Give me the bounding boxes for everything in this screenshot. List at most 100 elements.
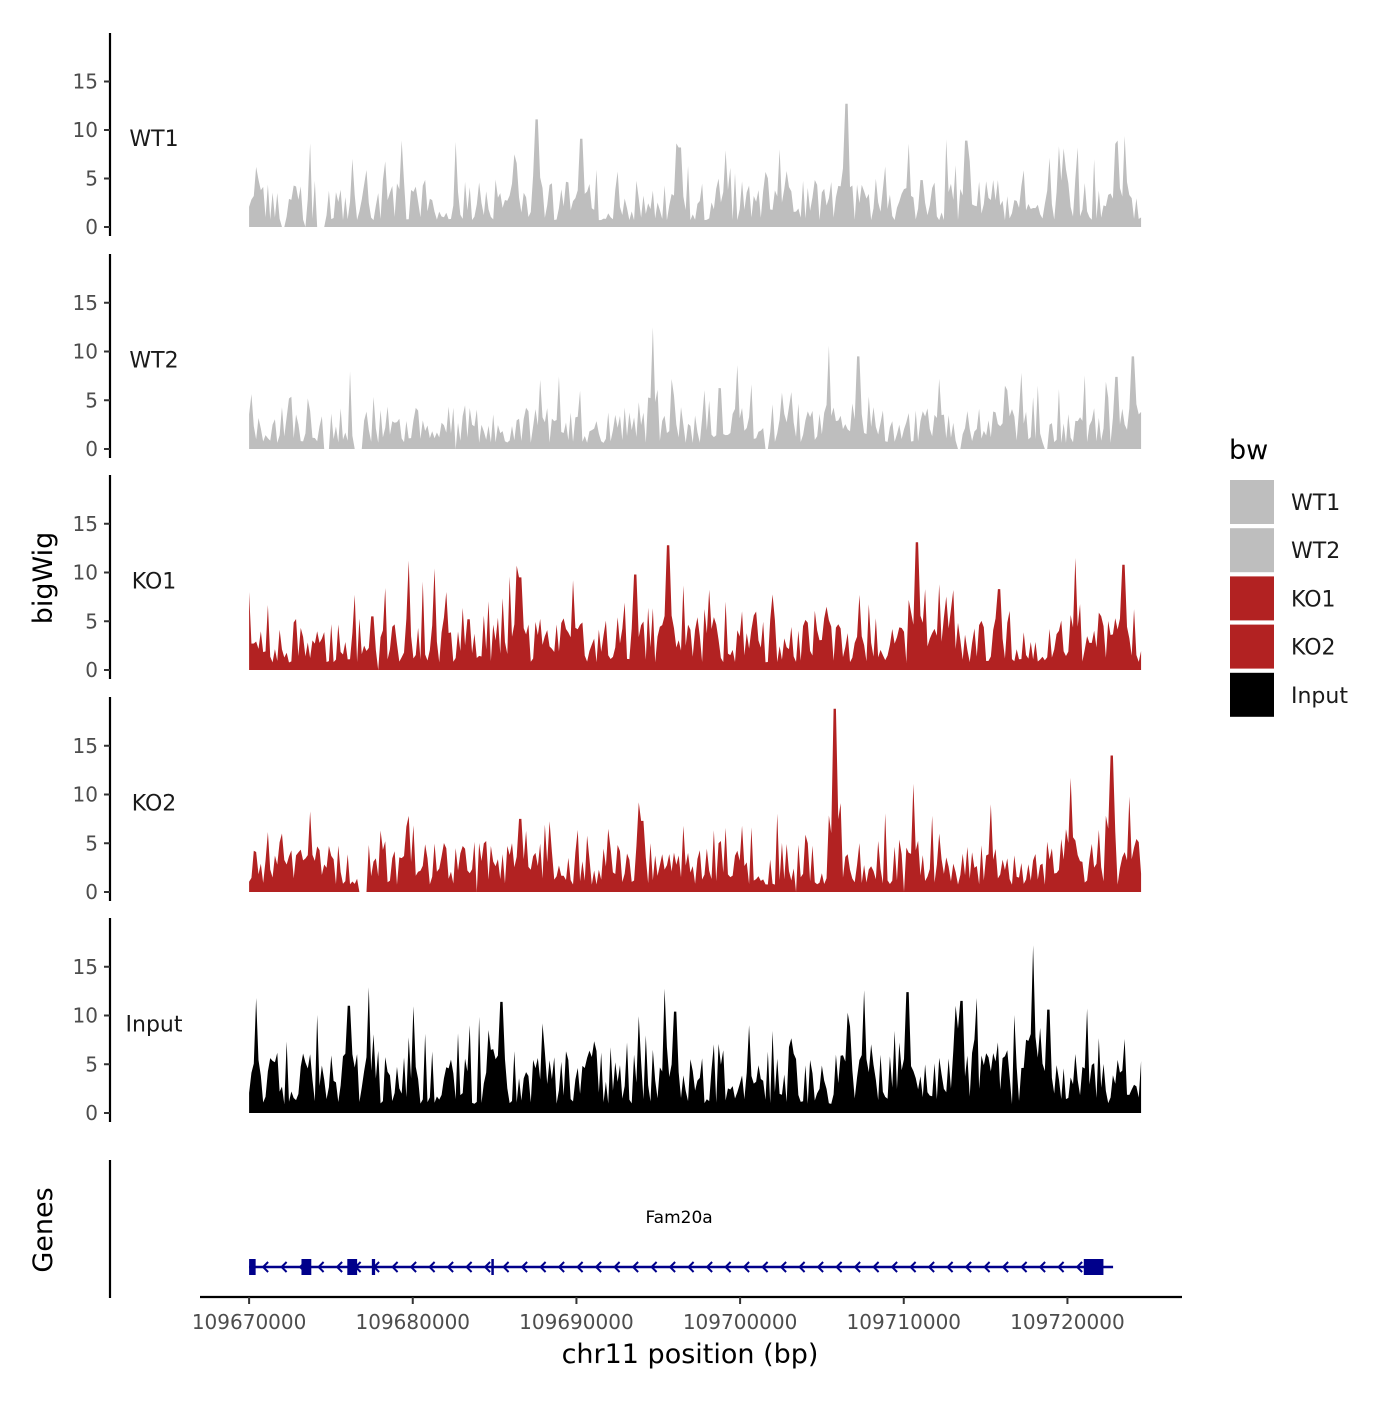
y-tick-label: 0 (85, 880, 98, 904)
legend-title: bw (1229, 435, 1268, 466)
strand-arrow (1038, 1261, 1046, 1273)
track-label: WT2 (129, 348, 178, 373)
strand-arrow (335, 1261, 343, 1273)
x-tick-label: 109710000 (847, 1310, 962, 1334)
y-tick-label: 10 (73, 118, 98, 142)
strand-arrow (724, 1261, 732, 1273)
y-tick-label: 15 (73, 291, 98, 315)
gene-exon (491, 1259, 494, 1275)
gene-exon (371, 1259, 376, 1275)
y-tick-label: 0 (85, 658, 98, 682)
strand-arrow (816, 1261, 824, 1273)
track-label: KO1 (132, 569, 177, 594)
strand-arrow (391, 1261, 399, 1273)
x-axis: 109670000 109680000 109690000 109700000 1097… (192, 1295, 1182, 1370)
y-axis-title: bigWig (28, 532, 59, 625)
strand-arrow (520, 1261, 528, 1273)
track-panels: 0 5 10 15 WT1 0 5 10 15 WT2 0 5 10 15 KO1 0 5 10 15 KO2 0 5 10… (73, 33, 1142, 1125)
strand-arrow (983, 1261, 991, 1273)
strand-arrow (779, 1261, 787, 1273)
strand-arrow (261, 1261, 269, 1273)
strand-arrow (853, 1261, 861, 1273)
x-tick-label: 109700000 (683, 1310, 798, 1334)
strand-arrow (483, 1261, 491, 1273)
y-tick-label: 10 (73, 561, 98, 585)
y-tick-label: 10 (73, 783, 98, 807)
legend-swatch (1230, 528, 1274, 573)
y-tick-label: 10 (73, 340, 98, 364)
y-tick-label: 5 (85, 388, 98, 412)
legend-label: Input (1291, 684, 1348, 709)
y-tick-label: 5 (85, 831, 98, 855)
legend-label: WT1 (1291, 491, 1340, 516)
y-tick-label: 5 (85, 609, 98, 633)
gene-exon (301, 1259, 312, 1275)
x-tick-label: 109720000 (1010, 1310, 1125, 1334)
strand-arrow (409, 1261, 417, 1273)
y-tick-label: 5 (85, 167, 98, 191)
signal-area-wt1 (249, 103, 1142, 227)
strand-arrow (613, 1261, 621, 1273)
legend: bw WT1 WT2 KO1 KO2 Input (1229, 435, 1348, 717)
strand-arrow (872, 1261, 880, 1273)
track-label: WT1 (129, 127, 178, 152)
legend-entry: KO1 (1230, 576, 1336, 621)
strand-arrow (428, 1261, 436, 1273)
legend-entry: WT1 (1230, 480, 1340, 524)
gene-name-label: Fam20a (645, 1208, 712, 1228)
legend-entry: KO2 (1230, 624, 1336, 669)
strand-arrow (502, 1261, 510, 1273)
legend-swatch (1230, 624, 1274, 669)
strand-arrow (890, 1261, 898, 1273)
strand-arrow (798, 1261, 806, 1273)
signal-area-ko1 (249, 542, 1142, 670)
strand-arrow (1075, 1261, 1083, 1273)
strand-arrow (668, 1261, 676, 1273)
strand-arrow (557, 1261, 565, 1273)
strand-arrow (964, 1261, 972, 1273)
strand-arrow (1020, 1261, 1028, 1273)
legend-entry: WT2 (1230, 528, 1340, 573)
strand-arrow (946, 1261, 954, 1273)
strand-arrow (594, 1261, 602, 1273)
y-tick-label: 15 (73, 512, 98, 536)
track-wt1: 0 5 10 15 WT1 (73, 33, 1142, 239)
strand-arrow (705, 1261, 713, 1273)
x-axis-ticks: 109670000 109680000 109690000 109700000 1097… (192, 1297, 1125, 1334)
y-tick-label: 15 (73, 734, 98, 758)
track-label: Input (126, 1012, 183, 1037)
track-ko1: 0 5 10 15 KO1 (73, 475, 1142, 682)
legend-swatch (1230, 576, 1274, 621)
strand-arrow (650, 1261, 658, 1273)
legend-swatch (1230, 480, 1274, 524)
x-tick-label: 109680000 (356, 1310, 471, 1334)
legend-entry: Input (1230, 672, 1348, 717)
genes-axis-title: Genes (28, 1187, 59, 1272)
gene-exon (1083, 1259, 1104, 1275)
strand-arrow (835, 1261, 843, 1273)
legend-label: KO1 (1291, 587, 1336, 612)
legend-label: WT2 (1291, 539, 1340, 564)
legend-swatch (1230, 672, 1274, 717)
strand-arrow (909, 1261, 917, 1273)
genes-panel: Genes Fam20a (28, 1160, 1114, 1298)
legend-entries: WT1 WT2 KO1 KO2 Input (1230, 480, 1348, 717)
strand-arrow (1057, 1261, 1065, 1273)
x-axis-title: chr11 position (bp) (562, 1339, 819, 1370)
signal-area-wt2 (249, 327, 1142, 449)
y-tick-label: 5 (85, 1052, 98, 1076)
signal-area-ko2 (249, 708, 1142, 892)
track-input: 0 5 10 15 Input (73, 918, 1142, 1125)
gene-model (249, 1259, 1114, 1275)
strand-arrow (280, 1261, 288, 1273)
x-tick-label: 109690000 (519, 1310, 634, 1334)
strand-arrow (631, 1261, 639, 1273)
gene-exon (347, 1259, 358, 1275)
strand-arrow (761, 1261, 769, 1273)
strand-arrow (317, 1261, 325, 1273)
y-tick-label: 0 (85, 437, 98, 461)
track-wt2: 0 5 10 15 WT2 (73, 254, 1142, 461)
strand-arrow (576, 1261, 584, 1273)
